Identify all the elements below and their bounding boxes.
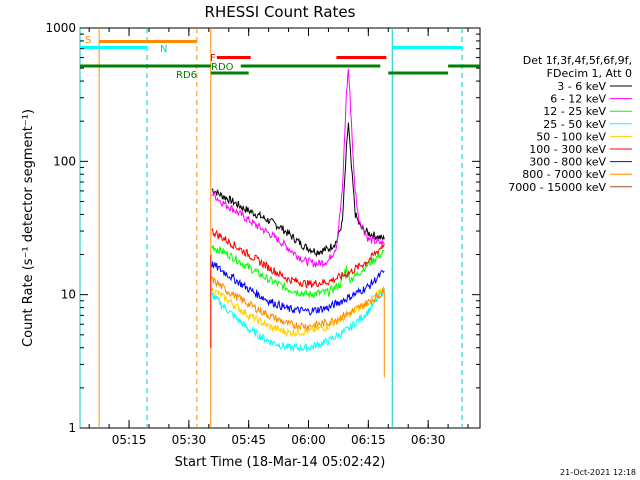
- flag-bars: [80, 40, 480, 75]
- series-group: [210, 68, 385, 378]
- series-line: [211, 286, 385, 353]
- x-tick-label: 06:15: [351, 433, 386, 447]
- x-tick-label: 06:30: [411, 433, 446, 447]
- legend-entry-label: 50 - 100 keV: [536, 130, 606, 143]
- x-tick-label: 05:15: [112, 433, 147, 447]
- y-tick-label: 1: [68, 421, 76, 435]
- flag-label-f: F: [210, 53, 216, 64]
- legend-entry-label: 7000 - 15000 keV: [508, 181, 606, 194]
- legend-entry-label: 25 - 50 keV: [543, 118, 606, 131]
- plot-area: 05:15 05:30 05:45 06:00 06:15 06:30 1 10 100 100…: [45, 21, 481, 447]
- y-tick-label: 1000: [45, 21, 76, 35]
- series-line: [211, 261, 385, 317]
- chart-title: RHESSI Count Rates: [205, 3, 356, 21]
- x-tick-label: 06:00: [291, 433, 326, 447]
- legend-entry-label: 100 - 300 keV: [529, 143, 606, 156]
- x-axis: 05:15 05:30 05:45 06:00 06:15 06:30: [88, 28, 469, 447]
- legend: Det 1f,3f,4f,5f,6f,9f, FDecim 1, Att 0 3…: [508, 54, 632, 194]
- y-axis: 1 10 100 1000: [45, 21, 480, 435]
- legend-entry-label: 300 - 800 keV: [529, 156, 606, 169]
- flag-label-n: N: [160, 44, 167, 55]
- y-tick-label: 10: [61, 288, 76, 302]
- flag-label-rdo: RDO: [211, 62, 234, 73]
- series-line: [211, 68, 385, 269]
- series-line: [211, 122, 385, 258]
- x-tick-label: 05:30: [172, 433, 207, 447]
- y-tick-label: 100: [53, 154, 76, 168]
- legend-entry-label: 800 - 7000 keV: [522, 168, 606, 181]
- flag-label-rd6: RD6: [176, 70, 197, 81]
- legend-header-1: Det 1f,3f,4f,5f,6f,9f,: [523, 54, 632, 67]
- y-axis-label: Count Rate (s⁻¹ detector segment⁻¹): [21, 109, 36, 347]
- series-line: [211, 276, 385, 332]
- time-markers: [79, 28, 463, 428]
- series-line: [211, 287, 385, 338]
- flag-label-s: S: [85, 35, 91, 46]
- x-axis-label: Start Time (18-Mar-14 05:02:42): [175, 455, 386, 470]
- series-line: [211, 244, 385, 299]
- legend-header-2: FDecim 1, Att 0: [547, 67, 632, 80]
- series-line: [211, 228, 385, 289]
- legend-entry-label: 6 - 12 keV: [550, 93, 606, 106]
- legend-entry-label: 12 - 25 keV: [543, 105, 606, 118]
- x-tick-label: 05:45: [231, 433, 266, 447]
- legend-entry-label: 3 - 6 keV: [557, 80, 606, 93]
- footer-date: 21-Oct-2021 12:18: [560, 468, 636, 477]
